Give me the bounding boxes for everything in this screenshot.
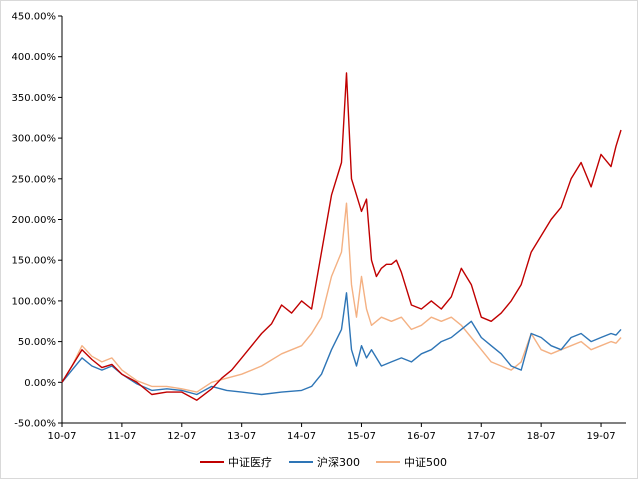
y-tick-label: 100.00%: [12, 296, 57, 307]
y-tick-label: 450.00%: [12, 12, 57, 23]
y-tick-label: 0.00%: [24, 378, 56, 389]
series-line-0: [61, 72, 622, 401]
x-tick-label: 13-07: [227, 431, 256, 442]
y-tick-label: 50.00%: [18, 337, 56, 348]
legend: 中证医疗 沪深300 中证500: [200, 455, 447, 469]
y-axis: -50.00% 0.00% 50.00% 100.00% 150.00% 200.00% 2…: [12, 12, 63, 430]
legend-label-0: 中证医疗: [228, 455, 272, 469]
x-axis: 10-07 11-07 12-07 13-07 14-07 15-07 16-07 17-07…: [47, 422, 626, 442]
x-tick-label: 10-07: [47, 431, 76, 442]
x-tick-label: 18-07: [527, 431, 556, 442]
x-tick-label: 16-07: [407, 431, 436, 442]
y-tick-label: 250.00%: [12, 174, 57, 185]
x-tick-label: 14-07: [287, 431, 316, 442]
series-line-1: [61, 292, 622, 396]
y-tick-label: -50.00%: [14, 419, 56, 430]
y-tick-label: 300.00%: [12, 134, 57, 145]
legend-label-2: 中证500: [404, 456, 447, 469]
y-tick-label: 350.00%: [12, 93, 57, 104]
x-tick-label: 15-07: [347, 431, 376, 442]
y-tick-label: 150.00%: [12, 256, 57, 267]
y-tick-label: 200.00%: [12, 215, 57, 226]
legend-label-1: 沪深300: [317, 455, 360, 469]
x-tick-label: 19-07: [587, 431, 616, 442]
series-layer: [61, 72, 622, 401]
series-line-2: [61, 202, 622, 393]
x-tick-label: 11-07: [107, 431, 136, 442]
x-tick-label: 12-07: [167, 431, 196, 442]
x-tick-label: 17-07: [467, 431, 496, 442]
y-tick-label: 400.00%: [12, 52, 57, 63]
